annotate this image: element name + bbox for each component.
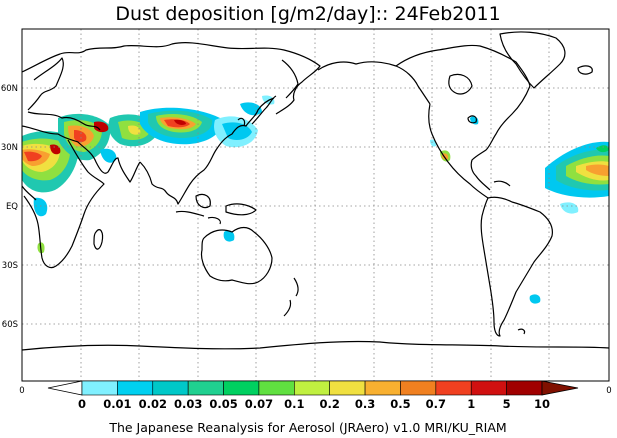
- lat-label-30n: 30N: [1, 143, 18, 153]
- coastline-10: [175, 210, 205, 217]
- dust-region-39: [529, 294, 541, 304]
- lon-label-right: 0: [606, 386, 611, 396]
- dust-region-10: [94, 121, 109, 133]
- colorbar-label-1: 0.01: [103, 397, 131, 411]
- colorbar-label-5: 0.07: [245, 397, 273, 411]
- coastline-1: [27, 57, 64, 111]
- colorbar-label-7: 0.2: [320, 397, 340, 411]
- latitude-labels: 60N 30N EQ 30S 60S: [1, 84, 18, 330]
- coastline-17: [93, 229, 104, 250]
- coastline-20: [448, 73, 473, 95]
- coastline-29: [21, 340, 610, 351]
- coastline-25: [467, 115, 477, 124]
- coastline-26: [493, 180, 511, 187]
- colorbar-box-1: [117, 380, 154, 396]
- coastline-28: [517, 328, 526, 335]
- coastline-15: [293, 277, 299, 297]
- lat-label-eq: EQ: [6, 202, 18, 212]
- colorbar-label-2: 0.02: [139, 397, 167, 411]
- colorbar-label-9: 0.5: [390, 397, 410, 411]
- dust-region-27: [223, 230, 235, 242]
- coastline-8: [251, 95, 277, 125]
- coastline-24: [470, 85, 531, 191]
- dust-region-36: [586, 164, 609, 176]
- colorbar-box-0: [81, 380, 118, 396]
- colorbar-box-11: [470, 380, 507, 396]
- colorbar-label-3: 0.03: [174, 397, 202, 411]
- colorbar-label-10: 0.7: [426, 397, 446, 411]
- coastline-12: [225, 203, 257, 216]
- coastline-9: [281, 59, 299, 99]
- colorbar-label-8: 0.3: [355, 397, 375, 411]
- longitude-labels: 0 0: [19, 386, 611, 396]
- footer-credit: The Japanese Reanalysis for Aerosol (JRA…: [108, 420, 506, 435]
- dust-region-4: [24, 151, 42, 162]
- coastline-19: [395, 44, 531, 87]
- dust-region-15: [128, 125, 141, 135]
- coastline-13: [207, 216, 221, 225]
- map-title: Dust deposition [g/m2/day]:: 24Feb2011: [115, 3, 500, 25]
- colorbar-label-0: 0: [78, 397, 86, 411]
- coastline-11: [195, 193, 211, 209]
- coastline-6: [139, 97, 275, 205]
- lat-label-60s: 60S: [2, 320, 18, 330]
- coastline-0: [21, 42, 321, 115]
- coastline-22: [577, 65, 593, 75]
- coastline-14: [200, 226, 273, 285]
- coastline-16: [283, 299, 292, 317]
- colorbar-box-2: [152, 380, 189, 396]
- coastline-2: [27, 111, 101, 131]
- colorbar-label-4: 0.05: [209, 397, 237, 411]
- coastline-27: [480, 196, 553, 337]
- colorbar-box-3: [187, 380, 224, 396]
- dust-region-11: [33, 197, 48, 217]
- lon-label-left: 0: [19, 386, 24, 396]
- lat-label-60n: 60N: [1, 84, 18, 94]
- colorbar-labels: 0 0.01 0.02 0.03 0.05 0.07 0.1 0.2 0.3 0.5 0.7 1 5 10: [78, 397, 550, 411]
- lat-label-30s: 30S: [2, 261, 18, 271]
- colorbar-box-7: [329, 380, 366, 396]
- coastline-23: [428, 103, 489, 199]
- colorbar-box-12: [506, 380, 543, 396]
- coastline-21: [499, 31, 566, 89]
- dust-region-9: [74, 130, 87, 143]
- coastline-4: [23, 139, 105, 269]
- colorbar-box-6: [294, 380, 330, 396]
- coastline-5: [21, 185, 37, 201]
- colorbar-box-4: [223, 380, 260, 396]
- colorbar-under-arrow: [47, 380, 83, 396]
- dust-deposition-field: [22, 95, 609, 304]
- dust-region-38: [560, 202, 579, 214]
- colorbar-label-11: 1: [467, 397, 475, 411]
- map-frame: [21, 28, 610, 382]
- colorbar-box-5: [258, 380, 295, 396]
- coastline-3: [21, 125, 141, 183]
- colorbar-over-arrow: [541, 380, 579, 396]
- colorbar-box-8: [364, 380, 401, 396]
- dust-region-5: [50, 144, 61, 155]
- dust-region-21: [174, 119, 186, 125]
- dust-region-26: [100, 148, 117, 163]
- colorbar-box-9: [400, 380, 437, 396]
- colorbar-label-12: 5: [503, 397, 511, 411]
- coastlines: [21, 31, 610, 351]
- coastline-7: [237, 117, 246, 127]
- colorbar-label-6: 0.1: [284, 397, 304, 411]
- colorbar-box-10: [435, 380, 472, 396]
- lat-lon-gridlines: [22, 29, 609, 381]
- colorbar: [47, 380, 579, 396]
- colorbar-label-13: 10: [534, 397, 550, 411]
